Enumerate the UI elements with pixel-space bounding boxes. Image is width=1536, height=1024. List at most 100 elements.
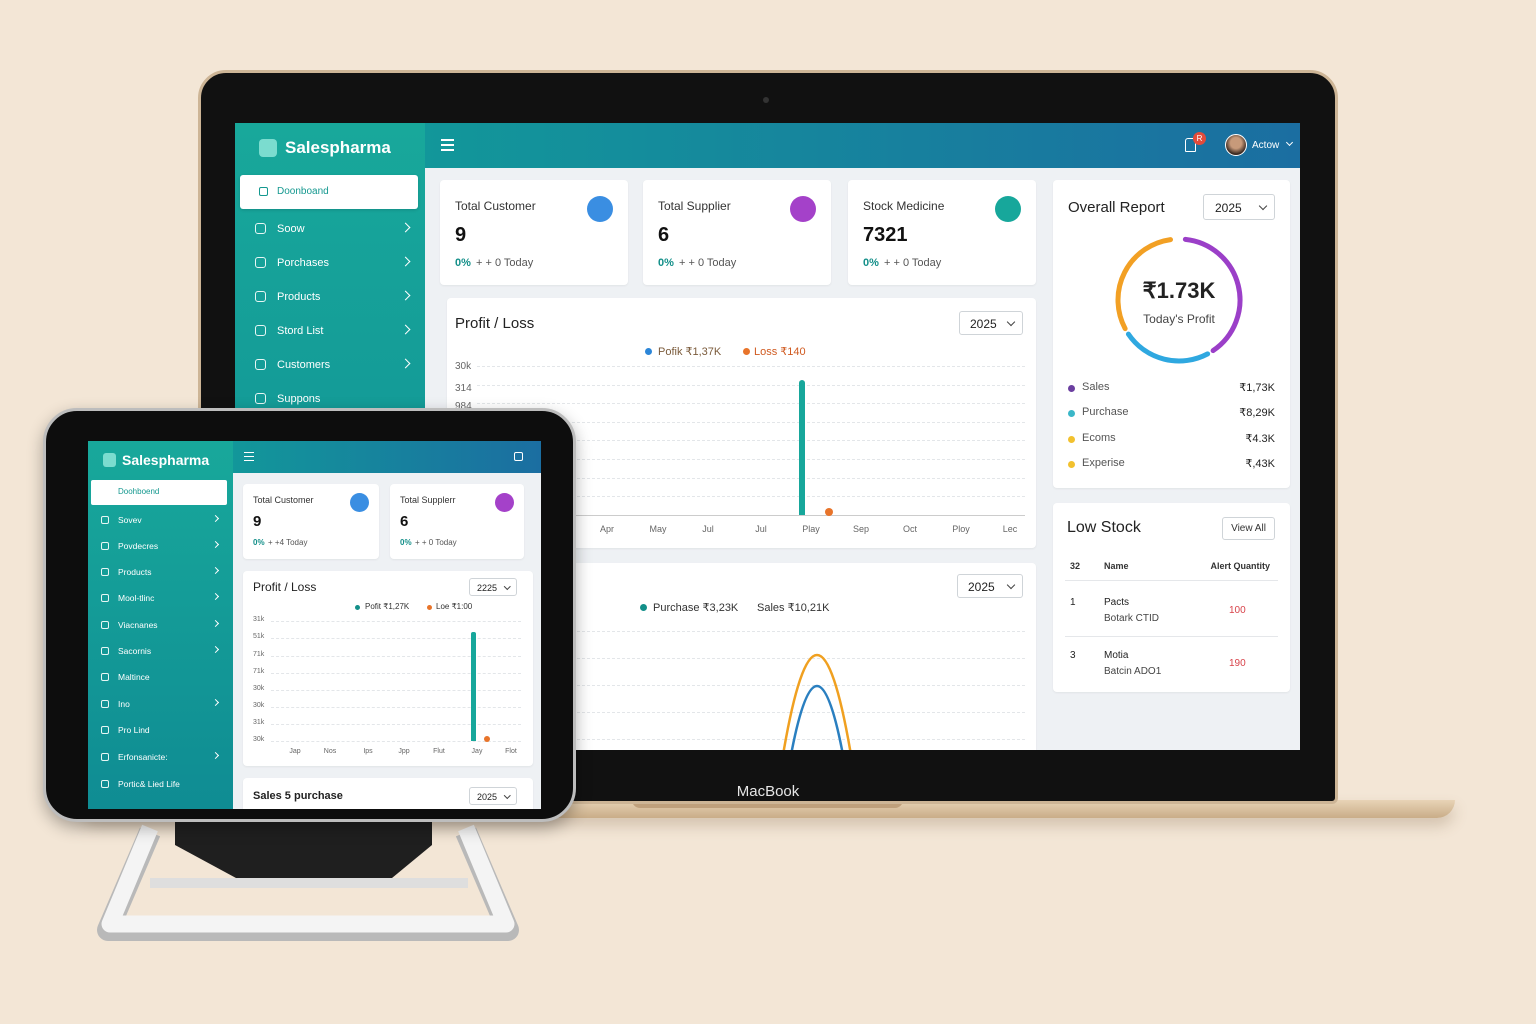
report-value: ₹4.3K	[1245, 433, 1275, 445]
nav-icon	[255, 257, 266, 268]
loss-dot	[484, 736, 490, 742]
nav-label: Porchases	[277, 257, 329, 269]
grid-line	[477, 421, 1025, 423]
x-label: Ips	[363, 748, 373, 755]
nav-item[interactable]: Povdecres	[91, 536, 227, 556]
year-select-text: 2025	[477, 791, 498, 802]
grid-line	[271, 741, 521, 742]
panel-title: Sales 5 purchase	[253, 790, 343, 802]
nav-label: Viacnanes	[118, 620, 158, 630]
nav-item[interactable]: Products	[240, 283, 418, 311]
panel-title: Profit / Loss	[455, 315, 535, 332]
nav-item[interactable]: Sovev	[91, 510, 227, 530]
nav-item[interactable]: Viacnanes	[91, 615, 227, 635]
nav-label: Sacornis	[118, 646, 152, 656]
year-select[interactable]: 2025	[1203, 194, 1275, 220]
legend-label: Pofik ₹1,37K	[658, 346, 722, 358]
x-label: Nos	[323, 748, 337, 755]
nav-item[interactable]: Products	[91, 562, 227, 582]
grid-line	[271, 690, 521, 691]
report-value: ₹8,29K	[1239, 407, 1275, 419]
year-select[interactable]: 2025	[957, 574, 1023, 598]
header-icon[interactable]	[514, 452, 523, 461]
row-id: 3	[1070, 650, 1076, 661]
sales-curve	[790, 685, 844, 750]
nav-item[interactable]: Suppons	[240, 385, 418, 413]
camera	[763, 97, 769, 103]
nav-item[interactable]: Mool-tlinc	[91, 588, 227, 608]
year-select-text: 2025	[970, 317, 997, 331]
nav-item-active[interactable]: Doohboend	[91, 480, 227, 505]
legend-label: Loe ₹1:00	[436, 602, 473, 611]
x-label: Jap	[289, 748, 301, 755]
nav-item[interactable]: Ino	[91, 694, 227, 714]
stat-label: Total Customer	[455, 199, 536, 213]
menu-icon	[441, 144, 454, 146]
laptop-model: MacBook	[736, 783, 800, 800]
stat-note: + + 0 Today	[415, 538, 457, 547]
nav-item[interactable]: Soow	[240, 215, 418, 243]
x-label: Jay	[471, 748, 483, 755]
grid-line	[477, 459, 1025, 460]
chevron	[211, 514, 220, 523]
y-label: 71k	[253, 668, 265, 675]
stat-label: Stock Medicine	[863, 199, 945, 213]
profit-bar	[471, 632, 476, 741]
grid-line	[271, 724, 521, 725]
row-batch: Batcin ADO1	[1104, 666, 1162, 677]
view-all-button[interactable]: View All	[1222, 517, 1275, 540]
chevron	[211, 566, 220, 575]
stat-icon	[995, 196, 1021, 222]
chevron	[211, 751, 220, 760]
year-select-text: 2025	[968, 580, 995, 594]
stat-card: Total Customer 9 0% + +4 Today	[243, 484, 379, 559]
x-label: Flot	[505, 748, 517, 755]
donut	[1115, 236, 1243, 364]
notification-icon[interactable]	[1185, 138, 1196, 152]
nav-item[interactable]: Sacornis	[91, 641, 227, 661]
avatar[interactable]	[1225, 134, 1247, 156]
year-select[interactable]: 2025	[469, 787, 517, 805]
user-name[interactable]: Actow	[1252, 140, 1280, 151]
purchase-curve	[782, 653, 852, 750]
x-label: May	[649, 524, 667, 534]
legend-dot	[1068, 385, 1075, 392]
year-select[interactable]: 2225	[469, 578, 517, 596]
year-select[interactable]: 2025	[959, 311, 1023, 335]
nav-item-active[interactable]: Doonboand	[240, 175, 418, 209]
nav-item[interactable]: Stord List	[240, 317, 418, 345]
y-label: 30k	[253, 702, 265, 709]
nav-item[interactable]: Maltince	[91, 667, 227, 687]
legend-label: Pofit ₹1,27K	[365, 602, 410, 611]
nav-item[interactable]: Porchases	[240, 249, 418, 277]
nav-icon	[259, 187, 268, 196]
grid-line	[477, 403, 1025, 405]
stat-icon	[790, 196, 816, 222]
y-label: 71k	[253, 651, 265, 658]
nav-label: Erfonsanicte:	[118, 752, 168, 762]
grid-line	[271, 621, 521, 622]
nav-label: Doohboend	[118, 487, 160, 496]
legend-label: Sales ₹10,21K	[757, 602, 830, 614]
nav-label: Products	[118, 567, 152, 577]
nav-item[interactable]: Pro Lind	[91, 720, 227, 740]
menu-icon	[244, 456, 254, 458]
grid-line	[477, 739, 1025, 740]
nav-item[interactable]: Customers	[240, 351, 418, 379]
nav-label: Maltince	[118, 672, 150, 682]
stand-frame	[101, 824, 515, 933]
grid-line	[477, 366, 1025, 367]
menu-icon	[244, 460, 254, 462]
nav-label: Sovev	[118, 515, 142, 525]
chevron-down	[504, 583, 511, 590]
table-rule	[1065, 636, 1278, 637]
stat-label: Total Supplerr	[400, 495, 456, 505]
grid-line	[477, 440, 1025, 442]
nav-label: Ino	[118, 699, 130, 709]
nav-item[interactable]: Portic& Lied Life	[91, 774, 227, 794]
nav-icon	[101, 542, 109, 550]
nav-icon	[101, 780, 109, 788]
nav-item[interactable]: Erfonsanicte:	[91, 747, 227, 767]
x-label: Play	[802, 524, 820, 534]
low-stock-panel: Low Stock View All 32 Name Alert Quantity 1 Pa…	[1053, 503, 1290, 692]
